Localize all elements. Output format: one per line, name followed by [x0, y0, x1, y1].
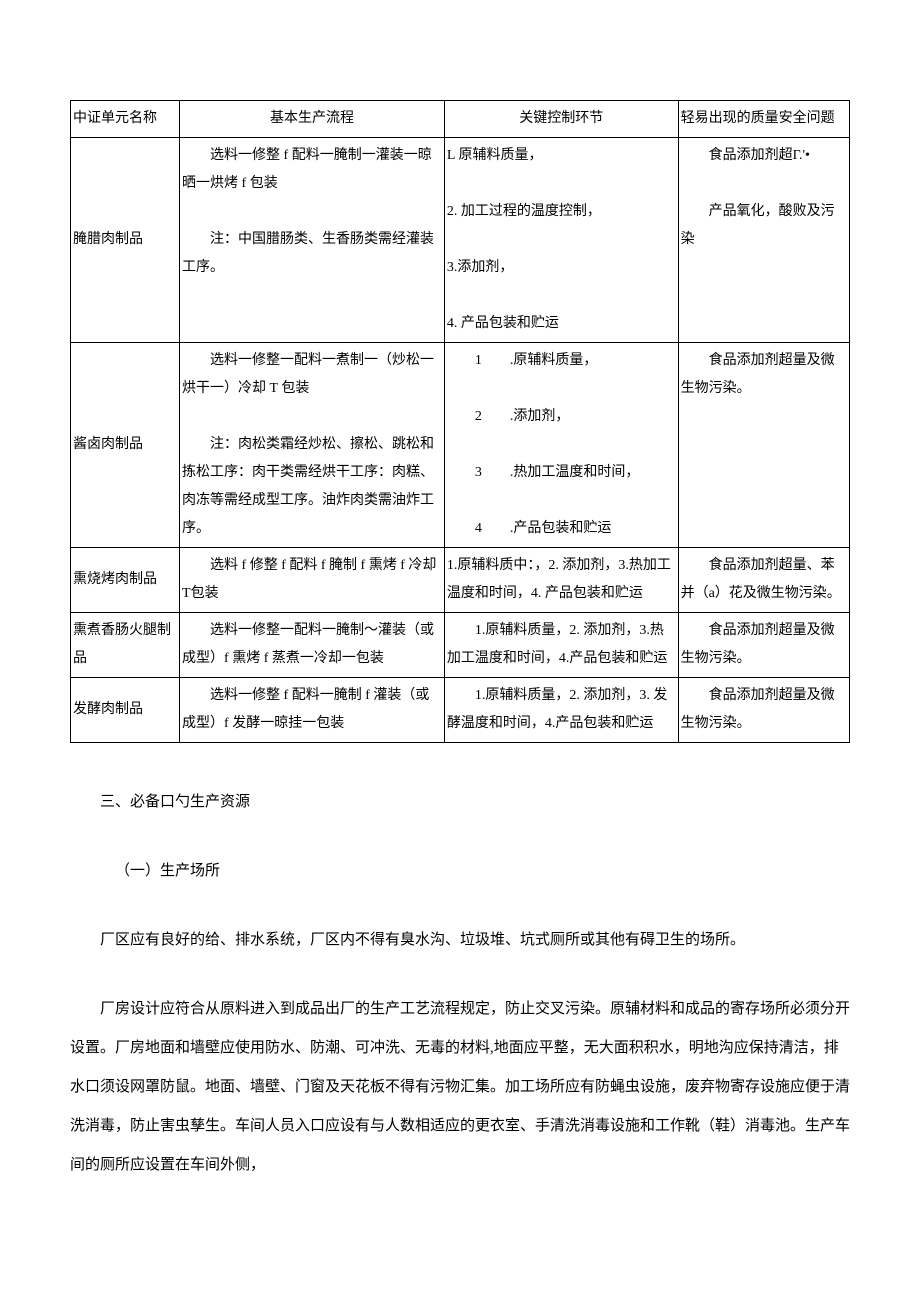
body-text: 三、必备口勺生产资源 （一）生产场所 厂区应有良好的给、排水系统，厂区内不得有臭…	[70, 783, 850, 1185]
cell-issue: 食品添加剂超Γ.'• 产品氧化，酸败及污染	[678, 138, 849, 343]
table-header-row: 中证单元名称 基本生产流程 关键控制环节 轻易出现的质量安全问题	[71, 101, 850, 138]
header-process: 基本生产流程	[180, 101, 445, 138]
header-issue: 轻易出现的质量安全问题	[678, 101, 849, 138]
cell-name: 熏煮香肠火腿制品	[71, 613, 180, 678]
table-row: 腌腊肉制品 选料一修整 f 配料一腌制一灌装一晾晒一烘烤 f 包装 注：中国腊肠…	[71, 138, 850, 343]
cell-name: 熏烧烤肉制品	[71, 548, 180, 613]
cell-issue: 食品添加剂超量及微生物污染。	[678, 613, 849, 678]
cell-control: 1.原辅料质中：，2. 添加剂，3.热加工温度和时间，4. 产品包装和贮运	[444, 548, 678, 613]
production-table: 中证单元名称 基本生产流程 关键控制环节 轻易出现的质量安全问题 腌腊肉制品 选…	[70, 100, 850, 743]
cell-issue: 食品添加剂超量及微生物污染。	[678, 343, 849, 548]
cell-name: 发酵肉制品	[71, 678, 180, 743]
table-row: 熏煮香肠火腿制品 选料一修整一配料一腌制～灌装（或成型）f 熏烤 f 蒸煮一冷却…	[71, 613, 850, 678]
cell-control: 1 .原辅料质量， 2 .添加剂， 3 .热加工温度和时间， 4 .产品包装和贮…	[444, 343, 678, 548]
section-heading-3: 三、必备口勺生产资源	[70, 783, 850, 822]
cell-process: 选料一修整一配料一煮制一（炒松一烘干一）冷却 T 包装 注：肉松类霜经炒松、擦松…	[180, 343, 445, 548]
cell-issue: 食品添加剂超量及微生物污染。	[678, 678, 849, 743]
cell-control: L 原辅料质量， 2. 加工过程的温度控制， 3.添加剂， 4. 产品包装和贮运	[444, 138, 678, 343]
cell-process: 选料一修整 f 配料一腌制 f 灌装（或成型）f 发酵一晾挂一包装	[180, 678, 445, 743]
cell-process: 选料一修整一配料一腌制～灌装（或成型）f 熏烤 f 蒸煮一冷却一包装	[180, 613, 445, 678]
header-unit-name: 中证单元名称	[71, 101, 180, 138]
paragraph: 厂房设计应符合从原料进入到成品出厂的生产工艺流程规定，防止交叉污染。原辅材料和成…	[70, 990, 850, 1185]
cell-control: 1.原辅料质量，2. 添加剂，3. 发酵温度和时间，4.产品包装和贮运	[444, 678, 678, 743]
cell-name: 腌腊肉制品	[71, 138, 180, 343]
table-row: 酱卤肉制品 选料一修整一配料一煮制一（炒松一烘干一）冷却 T 包装 注：肉松类霜…	[71, 343, 850, 548]
table-row: 熏烧烤肉制品 选料 f 修整 f 配料 f 腌制 f 熏烤 f 冷却 T包装 1…	[71, 548, 850, 613]
cell-process: 选料一修整 f 配料一腌制一灌装一晾晒一烘烤 f 包装 注：中国腊肠类、生香肠类…	[180, 138, 445, 343]
table-row: 发酵肉制品 选料一修整 f 配料一腌制 f 灌装（或成型）f 发酵一晾挂一包装 …	[71, 678, 850, 743]
cell-issue: 食品添加剂超量、苯并（a）花及微生物污染。	[678, 548, 849, 613]
cell-control: 1.原辅料质量，2. 添加剂，3.热加工温度和时间，4.产品包装和贮运	[444, 613, 678, 678]
subsection-heading-1: （一）生产场所	[70, 852, 850, 891]
header-control: 关键控制环节	[444, 101, 678, 138]
cell-name: 酱卤肉制品	[71, 343, 180, 548]
paragraph: 厂区应有良好的给、排水系统，厂区内不得有臭水沟、垃圾堆、坑式厕所或其他有碍卫生的…	[70, 921, 850, 960]
cell-process: 选料 f 修整 f 配料 f 腌制 f 熏烤 f 冷却 T包装	[180, 548, 445, 613]
